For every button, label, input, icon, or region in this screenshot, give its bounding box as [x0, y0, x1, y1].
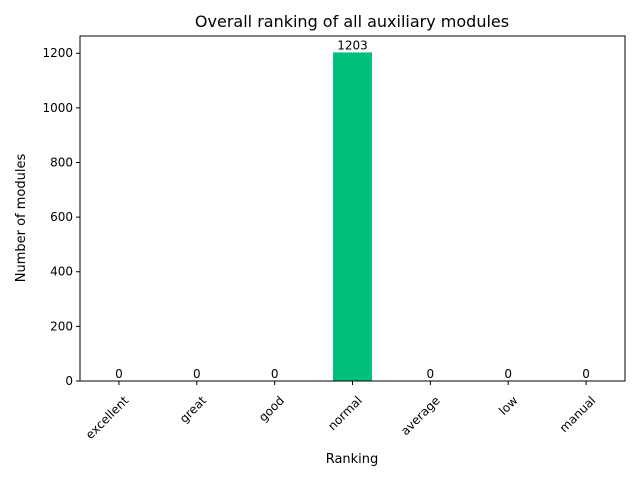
x-axis-label: Ranking [326, 452, 379, 467]
y-tick-label-0: 0 [65, 374, 73, 388]
y-tick-label-1200: 1200 [42, 46, 73, 60]
y-axis-label: Number of modules [14, 154, 29, 283]
x-tick-label-excellent: excellent [83, 393, 132, 442]
data-label-low: 0 [504, 367, 512, 381]
data-label-normal: 1203 [337, 38, 368, 52]
x-tick-label-great: great [177, 393, 210, 426]
bar-normal [333, 52, 372, 382]
y-tick-label-800: 800 [50, 155, 73, 169]
chart-title: Overall ranking of all auxiliary modules [195, 12, 509, 31]
data-label-good: 0 [271, 367, 279, 381]
data-label-average: 0 [427, 367, 435, 381]
x-tick-label-average: average [398, 393, 443, 438]
y-tick-label-1000: 1000 [42, 101, 73, 115]
plot-area: 0 excellent 0 great 0 good 1203 normal 0 average 0… [42, 35, 626, 442]
data-label-excellent: 0 [115, 367, 123, 381]
y-tick-label-600: 600 [50, 210, 73, 224]
data-label-great: 0 [193, 367, 201, 381]
x-tick-label-good: good [256, 393, 287, 424]
x-tick-label-normal: normal [325, 393, 365, 433]
data-label-manual: 0 [582, 367, 590, 381]
y-tick-label-200: 200 [50, 319, 73, 333]
x-tick-label-manual: manual [557, 393, 599, 435]
x-tick-label-low: low [496, 393, 521, 418]
y-tick-label-400: 400 [50, 265, 73, 279]
plot-frame [79, 35, 626, 382]
